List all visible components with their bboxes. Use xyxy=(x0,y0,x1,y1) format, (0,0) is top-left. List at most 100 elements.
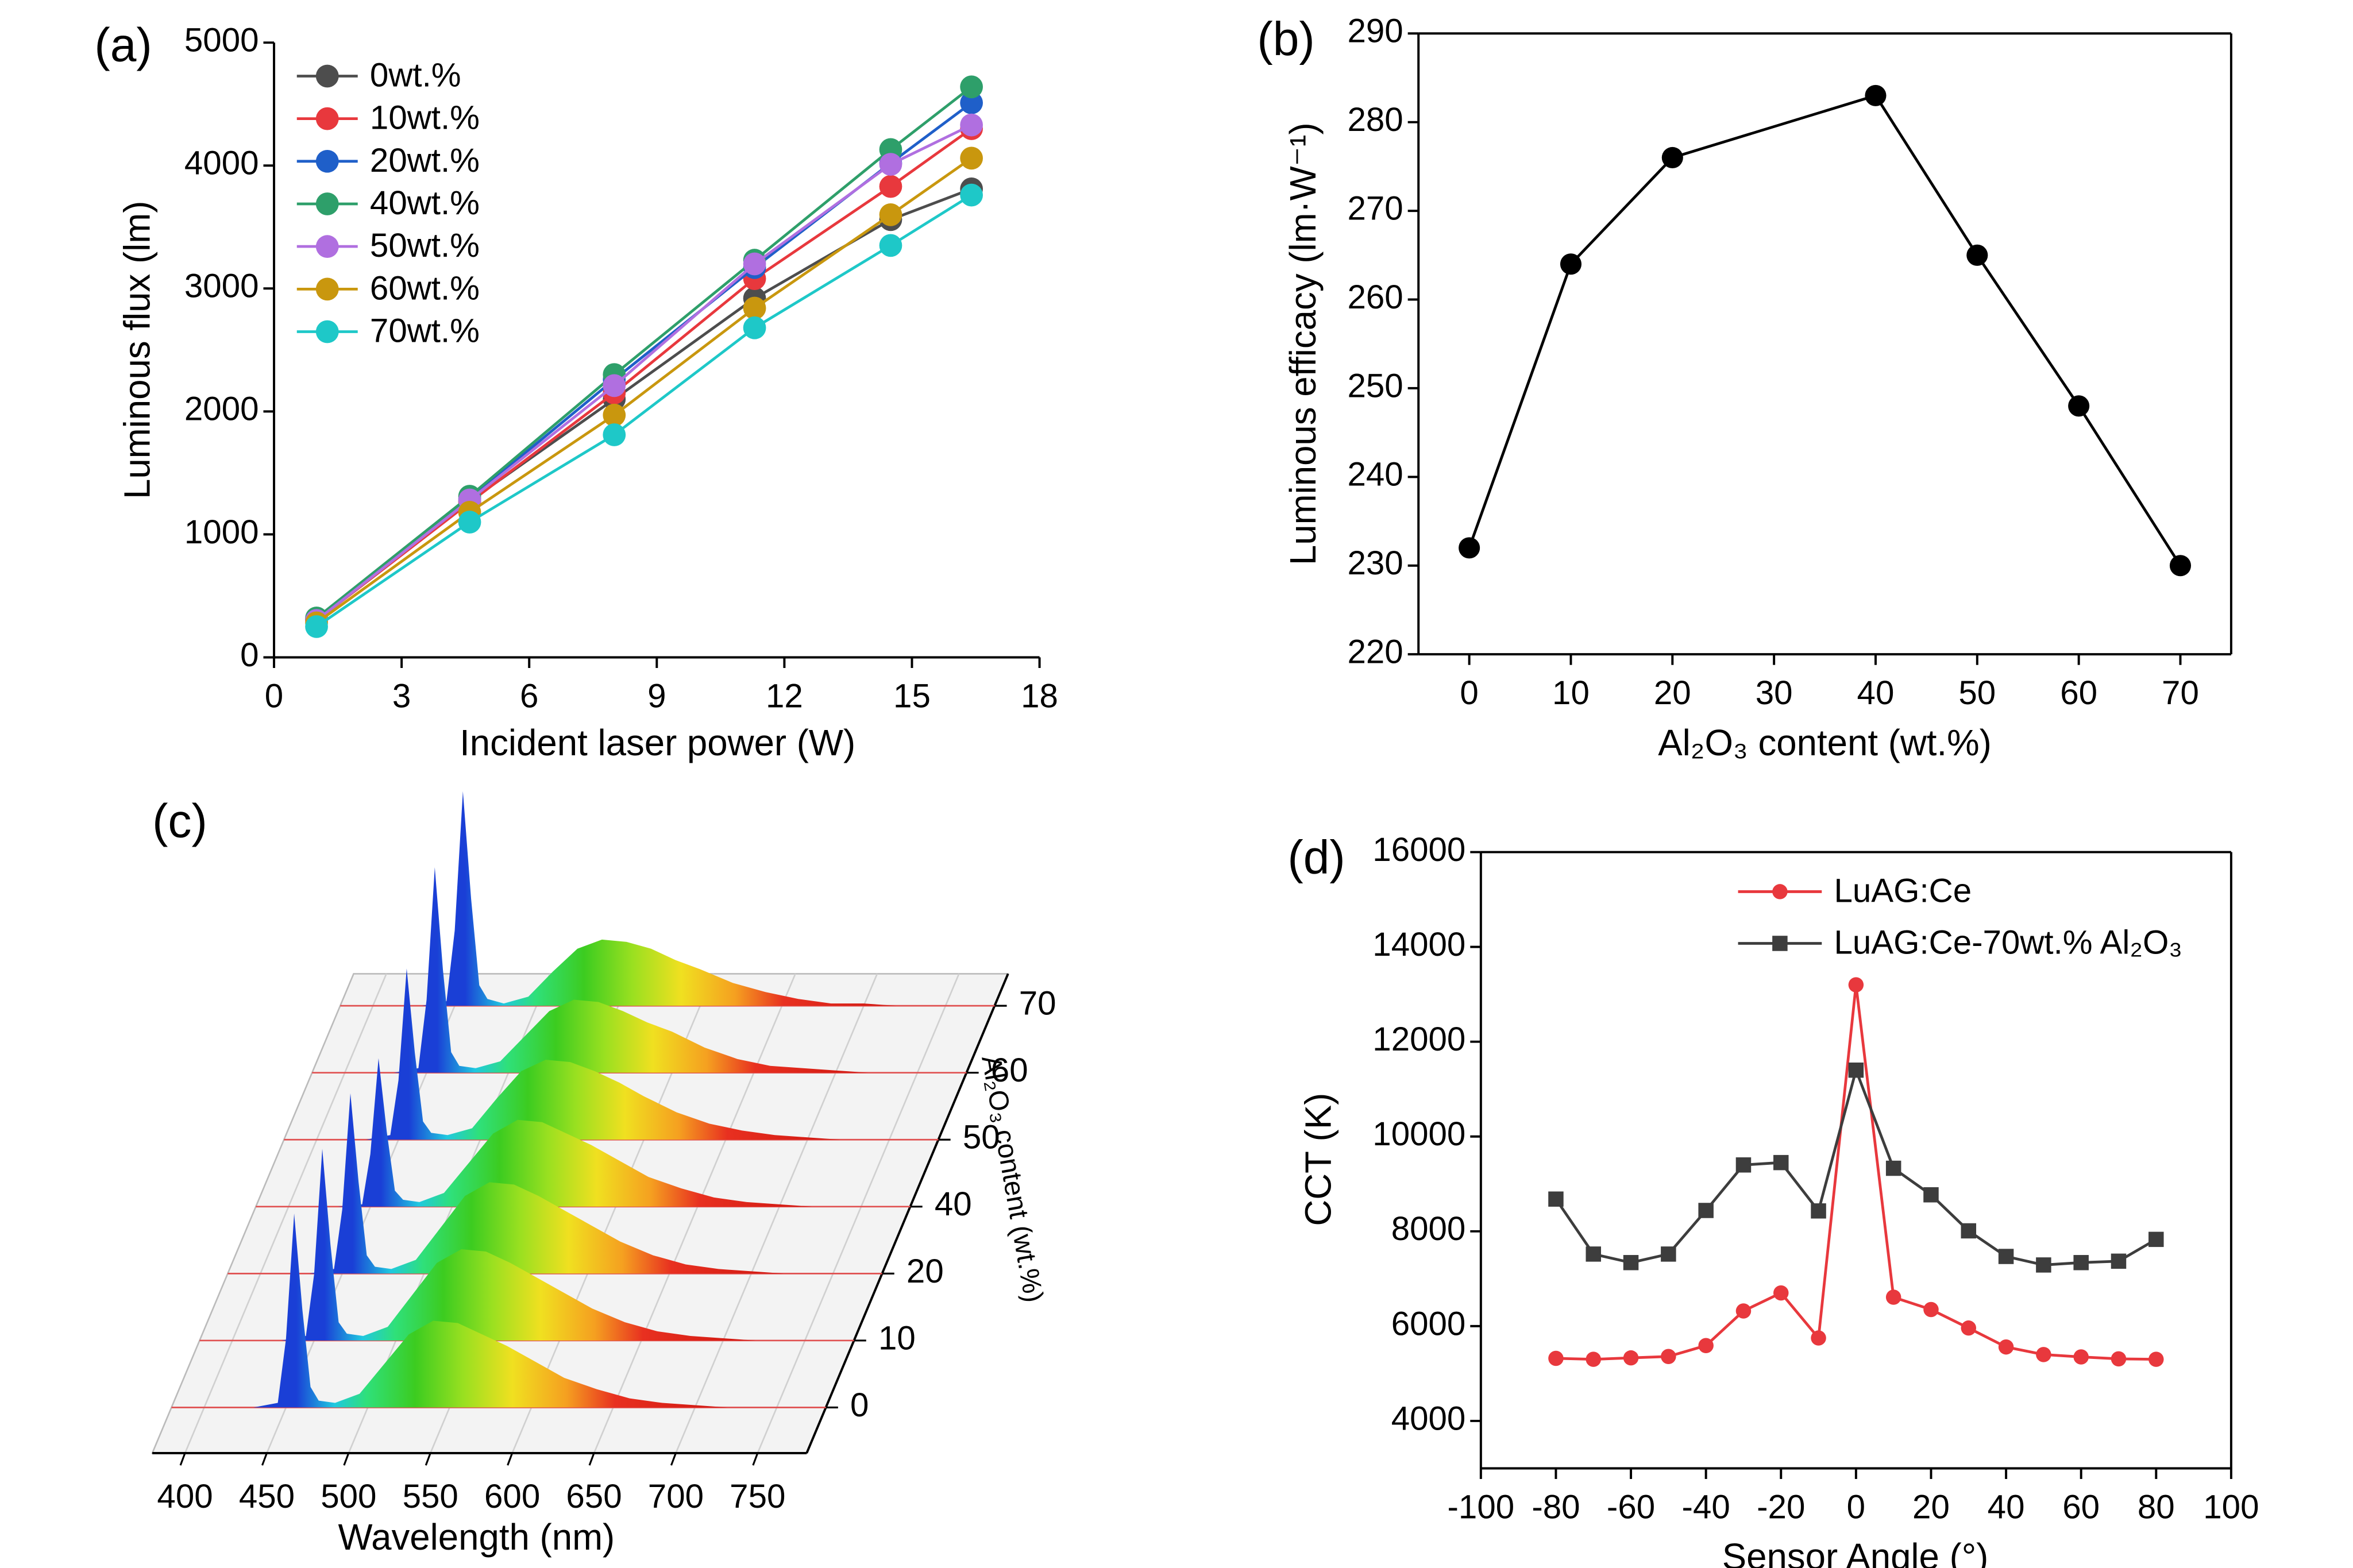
x-tick-label: 60 xyxy=(2062,1488,2100,1525)
depth-tick-label: 20 xyxy=(907,1253,944,1290)
panel-label: (c) xyxy=(152,795,207,848)
data-point xyxy=(1811,1203,1826,1219)
data-point xyxy=(1661,146,1683,169)
x-tick-label: 0 xyxy=(1847,1488,1865,1525)
spectrum xyxy=(281,1149,821,1341)
y-axis-title: Luminous flux (lm) xyxy=(117,201,158,499)
x-tick-label: 750 xyxy=(730,1478,785,1515)
x-tick-label: 30 xyxy=(1756,674,1793,712)
x-tick-label: -20 xyxy=(1757,1488,1805,1525)
data-point xyxy=(2111,1253,2127,1269)
spectrum xyxy=(337,1058,878,1207)
depth-tick-label: 40 xyxy=(935,1185,972,1223)
y-tick-label: 10000 xyxy=(1372,1115,1465,1153)
y-tick-label: 2000 xyxy=(184,391,259,428)
data-point xyxy=(1885,1289,1901,1305)
data-point xyxy=(2169,555,2192,577)
panel-label: (d) xyxy=(1287,832,1345,884)
data-point xyxy=(1961,1223,1977,1239)
legend-marker xyxy=(315,107,339,130)
spectrum xyxy=(253,1213,793,1408)
legend-marker xyxy=(315,277,339,301)
y-tick-label: 290 xyxy=(1348,13,1403,50)
depth-tick-label: 0 xyxy=(850,1387,869,1424)
legend-label: 70wt.% xyxy=(370,312,480,350)
data-point xyxy=(743,252,766,276)
y-tick-label: 240 xyxy=(1348,456,1403,493)
x-tick xyxy=(343,1453,350,1466)
data-line xyxy=(315,128,973,622)
data-point xyxy=(1735,1157,1752,1173)
data-point xyxy=(2068,395,2090,417)
x-tick-label: 600 xyxy=(484,1478,540,1515)
x-tick xyxy=(261,1453,268,1466)
x-tick-label: 10 xyxy=(1552,674,1590,712)
data-point xyxy=(743,296,766,320)
data-point xyxy=(1961,1320,1977,1336)
data-point xyxy=(2036,1347,2051,1362)
data-point xyxy=(1998,1249,2014,1264)
legend-label: 60wt.% xyxy=(370,269,480,307)
legend-marker xyxy=(315,192,339,215)
x-tick-label: 550 xyxy=(403,1478,458,1515)
panel-label: (b) xyxy=(1257,13,1314,65)
y-tick-label: 250 xyxy=(1348,367,1403,404)
y-tick-label: 3000 xyxy=(184,268,259,305)
x-tick-label: 40 xyxy=(1857,674,1895,712)
data-point xyxy=(2036,1257,2051,1273)
legend-label: 40wt.% xyxy=(370,184,480,222)
legend-label: 0wt.% xyxy=(370,56,461,94)
data-point xyxy=(603,403,626,427)
y-tick-label: 230 xyxy=(1348,544,1403,582)
data-point xyxy=(1661,1349,1676,1364)
x-axis-title: Sensor Angle (°) xyxy=(1722,1536,1989,1568)
spectrum xyxy=(394,867,934,1073)
x-tick xyxy=(752,1453,759,1466)
data-point xyxy=(305,615,328,638)
y-tick-label: 280 xyxy=(1348,101,1403,138)
data-point xyxy=(603,423,626,446)
x-tick-label: 100 xyxy=(2203,1488,2259,1525)
y-tick-label: 6000 xyxy=(1391,1305,1466,1342)
legend-marker xyxy=(315,149,339,173)
grid-line xyxy=(675,973,878,1454)
x-tick-label: 0 xyxy=(1460,674,1478,712)
x-tick-label: 700 xyxy=(648,1478,704,1515)
spectrum xyxy=(365,968,906,1140)
data-point xyxy=(1811,1330,1826,1346)
data-point xyxy=(458,511,481,534)
x-tick xyxy=(425,1453,431,1466)
data-point xyxy=(1773,1285,1789,1301)
x-tick-label: 500 xyxy=(321,1478,376,1515)
legend-label: LuAG:Ce xyxy=(1834,872,1972,909)
y-tick-label: 4000 xyxy=(1391,1400,1466,1437)
data-point xyxy=(1661,1246,1676,1262)
y-tick-label: 12000 xyxy=(1372,1021,1465,1058)
y-tick-label: 14000 xyxy=(1372,926,1465,963)
x-tick xyxy=(670,1453,677,1466)
depth-tick-label: 60 xyxy=(991,1052,1028,1089)
y-tick-label: 5000 xyxy=(184,22,259,59)
data-line xyxy=(315,157,973,624)
data-point xyxy=(1848,1062,1864,1078)
data-point xyxy=(1623,1350,1639,1366)
data-line xyxy=(315,123,973,622)
y-axis-title: Luminous efficacy (lm·W⁻¹) xyxy=(1283,122,1324,565)
x-tick-label: 6 xyxy=(520,677,538,715)
depth-tick-label: 70 xyxy=(1019,985,1056,1022)
data-point xyxy=(1586,1246,1601,1262)
x-tick-label: 60 xyxy=(2060,674,2097,712)
data-point xyxy=(1735,1303,1752,1319)
y-tick-label: 270 xyxy=(1348,190,1403,227)
x-tick-label: 450 xyxy=(239,1478,295,1515)
data-point xyxy=(2073,1255,2089,1270)
grid-line xyxy=(184,973,387,1454)
data-point xyxy=(2148,1231,2164,1248)
data-point xyxy=(879,153,902,176)
x-tick xyxy=(179,1453,186,1466)
data-line xyxy=(315,86,973,619)
legend-marker xyxy=(315,235,339,258)
legend-label: 50wt.% xyxy=(370,227,480,264)
legend-marker xyxy=(315,320,339,343)
data-point xyxy=(2148,1351,2164,1367)
